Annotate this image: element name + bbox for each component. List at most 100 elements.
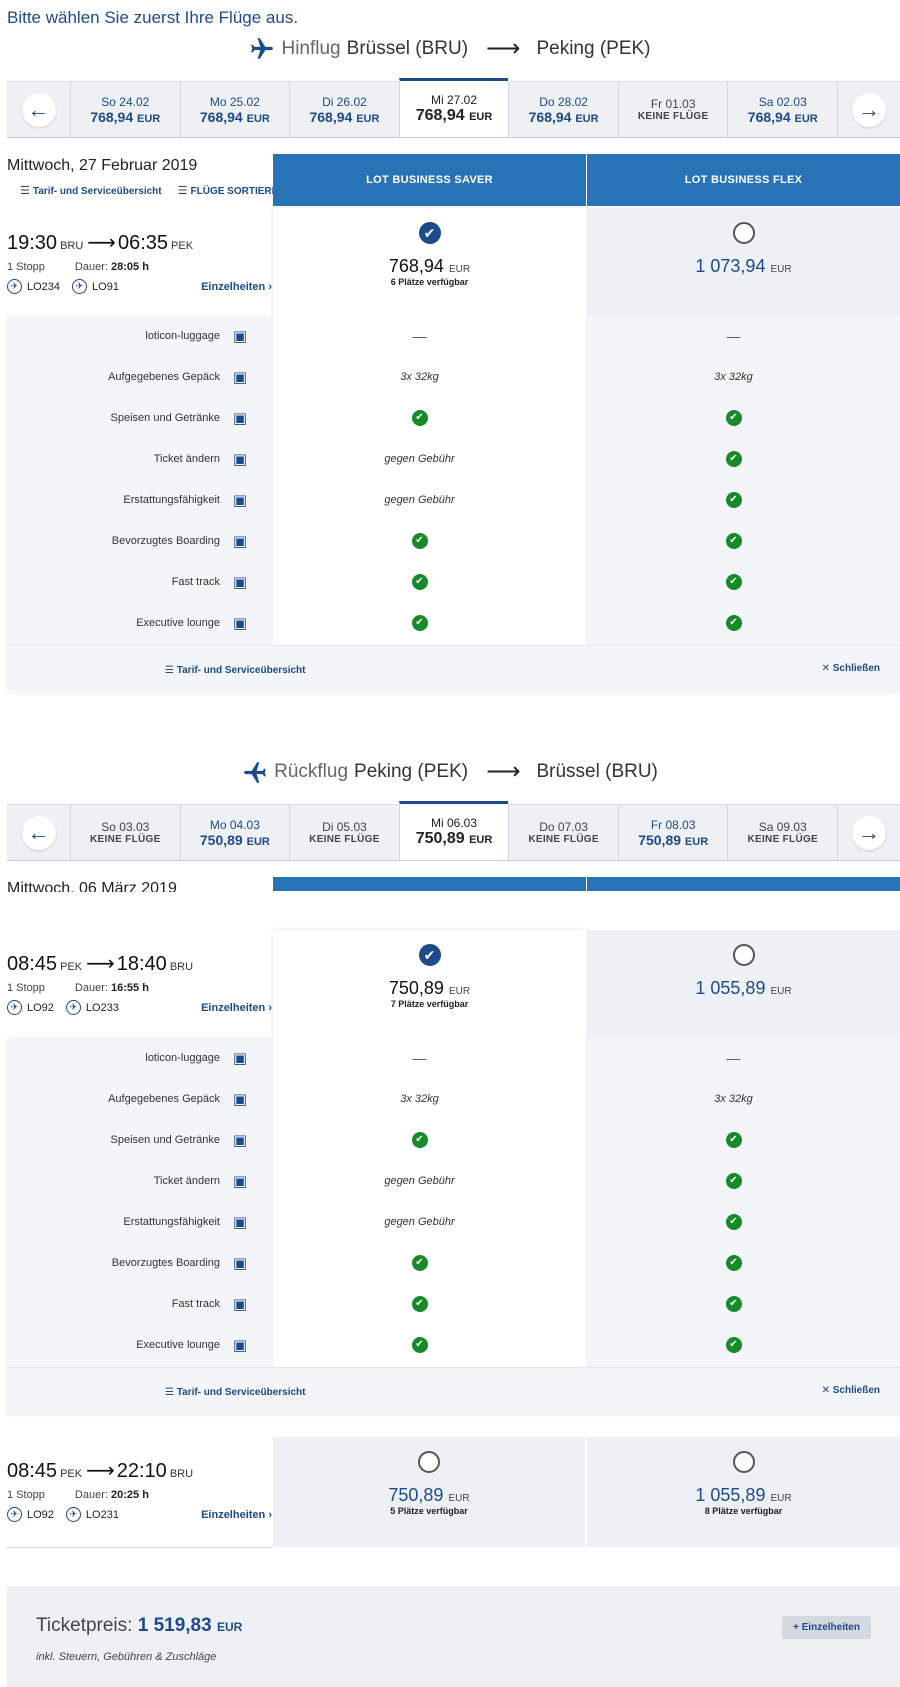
flight-legs: ✈ LO92 ✈ LO233 Einzelheiten › xyxy=(7,1000,272,1015)
close-button[interactable]: ✕ Schließen xyxy=(822,663,880,674)
flight-row[interactable]: 08:45 PEK ⟶ 22:10 BRU 1 Stopp Dauer: 20:25 h … xyxy=(7,1458,272,1522)
date-tab[interactable]: So 24.02 768,94 EUR xyxy=(70,82,180,137)
close-label: Schließen xyxy=(832,1385,880,1396)
airline-logo-icon: ✈ xyxy=(7,1000,22,1015)
service-footer: ☰ Tarif- und Serviceübersicht ✕ Schließe… xyxy=(7,645,900,693)
fare-overview-link[interactable]: ☰ Tarif- und Serviceübersicht xyxy=(165,1387,306,1398)
service-footer: ☰ Tarif- und Serviceübersicht ✕ Schließe… xyxy=(7,1367,900,1415)
calendar-change-icon: ▣ xyxy=(232,1172,248,1190)
date-tab[interactable]: Fr 01.03 KEINE FLÜGE xyxy=(617,82,728,137)
service-value-saver: ✔ xyxy=(273,1336,566,1353)
arrival-time: 18:40 xyxy=(116,953,167,975)
date-label: Di 26.02 xyxy=(322,94,367,109)
plane-icon xyxy=(244,761,266,783)
arrow-left-icon: ← xyxy=(21,815,56,850)
price-value: 1 073,94 xyxy=(695,256,766,276)
radio-icon[interactable] xyxy=(418,1451,440,1473)
service-row: Fast track ▣ ✔ ✔ xyxy=(7,561,900,602)
date-label: Mi 06.03 xyxy=(431,816,478,830)
date-tab[interactable]: Do 07.03 KEINE FLÜGE xyxy=(508,805,618,860)
route-destination: Brüssel (BRU) xyxy=(536,760,658,782)
radio-selected-icon[interactable]: ✔ xyxy=(418,944,441,966)
details-button[interactable]: + Einzelheiten xyxy=(782,1616,871,1639)
ticket-price: Ticketpreis: 1 519,83 EUR xyxy=(36,1615,242,1637)
date-label: Mi 27.02 xyxy=(431,93,478,107)
prev-dates-button[interactable]: ← xyxy=(7,82,70,137)
date-tab[interactable]: Di 26.02 768,94 EUR xyxy=(289,82,399,137)
radio-selected-icon[interactable]: ✔ xyxy=(418,222,441,244)
date-tab[interactable]: Sa 02.03 768,94 EUR xyxy=(727,82,837,137)
seats-available: 6 Plätze verfügbar xyxy=(390,277,469,287)
price-value: KEINE FLÜGE xyxy=(747,834,819,845)
service-value-saver: ✔ xyxy=(273,1254,566,1271)
date-price: KEINE FLÜGE xyxy=(90,834,161,845)
fare-overview-link[interactable]: ☰ Tarif- und Serviceübersicht xyxy=(165,665,306,676)
fare-option-saver[interactable]: ✔ 750,89 EUR 7 Plätze verfügbar xyxy=(273,930,586,1040)
fast-track-icon: ▣ xyxy=(232,573,248,591)
service-label: Speisen und Getränke xyxy=(110,1133,220,1146)
check-icon: ✔ xyxy=(725,573,742,590)
fare-option-flex[interactable]: 1 055,89 EUR xyxy=(587,930,900,1040)
radio-icon[interactable] xyxy=(732,222,755,244)
currency: EUR xyxy=(770,986,792,997)
service-value-saver: ✔ xyxy=(273,532,566,549)
fare-option-flex[interactable]: 1 073,94 EUR xyxy=(587,208,900,318)
airline-logo-icon: ✈ xyxy=(7,1507,22,1522)
price-value: 768,94 xyxy=(199,108,243,125)
fare-header-flex-clipped xyxy=(587,877,900,891)
date-tab[interactable]: So 03.03 KEINE FLÜGE xyxy=(70,805,180,860)
prev-dates-button[interactable]: ← xyxy=(7,805,70,860)
service-row: Ticket ändern ▣ gegen Gebühr ✔ xyxy=(7,1160,900,1201)
fare-option-saver[interactable]: ✔ 768,94 EUR 6 Plätze verfügbar xyxy=(273,208,586,318)
date-label: Fr 08.03 xyxy=(650,817,696,832)
service-label: Bevorzugtes Boarding xyxy=(111,534,220,547)
service-label: Bevorzugtes Boarding xyxy=(111,1256,220,1269)
fast-track-icon: ▣ xyxy=(232,1295,248,1313)
date-tab[interactable]: Di 05.03 KEINE FLÜGE xyxy=(289,805,399,860)
check-icon: ✔ xyxy=(411,1295,428,1312)
next-dates-button[interactable]: → xyxy=(837,82,900,137)
flight-row[interactable]: 19:30 BRU ⟶ 06:35 PEK 1 Stopp Dauer: 28:05 h … xyxy=(7,230,272,294)
service-label: Fast track xyxy=(171,1297,220,1310)
arrival-time: 06:35 xyxy=(117,232,169,254)
service-text: 3x 32kg xyxy=(714,1092,753,1105)
duration-value: 28:05 h xyxy=(111,261,149,273)
date-tab[interactable]: Fr 08.03 750,89 EUR xyxy=(617,805,728,860)
price-value: 768,94 xyxy=(309,108,353,125)
fare-option-saver[interactable]: 750,89 EUR 5 Plätze verfügbar xyxy=(273,1437,586,1547)
price-value: 1 055,89 xyxy=(695,978,766,998)
next-dates-button[interactable]: → xyxy=(837,805,900,860)
date-tab[interactable]: Do 28.02 768,94 EUR xyxy=(508,82,618,137)
details-link[interactable]: Einzelheiten › xyxy=(201,1001,272,1014)
service-panel: loticon-luggage ▣ — — Aufgegebenes Gepäck ▣ 3x… xyxy=(7,315,900,691)
date-tab[interactable]: Sa 09.03 KEINE FLÜGE xyxy=(727,805,837,860)
date-tab[interactable]: Mo 04.03 750,89 EUR xyxy=(179,805,290,860)
flight-times: 19:30 BRU ⟶ 06:35 PEK xyxy=(7,230,272,255)
fare-overview-link[interactable]: ☰ Tarif- und Serviceübersicht xyxy=(20,184,162,197)
details-link[interactable]: Einzelheiten › xyxy=(201,280,272,293)
stops: 1 Stopp xyxy=(7,982,45,994)
flight-row[interactable]: 08:45 PEK ⟶ 18:40 BRU 1 Stopp Dauer: 16:55 h … xyxy=(7,951,272,1015)
radio-icon[interactable] xyxy=(732,1451,755,1473)
check-icon: ✔ xyxy=(725,1172,742,1189)
return-route-heading: Rückflug Peking (PEK) ⟶ Brüssel (BRU) xyxy=(0,757,900,786)
radio-icon[interactable] xyxy=(732,944,755,966)
service-row: Executive lounge ▣ ✔ ✔ xyxy=(7,602,900,643)
fare-option-flex[interactable]: 1 055,89 EUR 8 Plätze verfügbar xyxy=(587,1437,900,1547)
check-icon: ✔ xyxy=(725,450,742,467)
date-price: KEINE FLÜGE xyxy=(309,834,380,845)
check-icon: ✔ xyxy=(411,409,428,426)
check-icon: ✔ xyxy=(411,614,428,631)
currency: EUR xyxy=(469,834,493,846)
date-tab-selected[interactable]: Mi 27.02 768,94 EUR xyxy=(398,78,509,137)
sort-flights-button[interactable]: ☰ FLÜGE SORTIEREN xyxy=(178,184,286,197)
details-link[interactable]: Einzelheiten › xyxy=(201,1508,272,1521)
service-label: Ticket ändern xyxy=(153,452,220,465)
date-tab-selected[interactable]: Mi 06.03 750,89 EUR xyxy=(398,801,509,860)
sort-label: FLÜGE SORTIEREN xyxy=(190,186,286,197)
price-value: 750,89 xyxy=(415,830,465,847)
arrival-code: PEK xyxy=(171,240,194,252)
date-tab[interactable]: Mo 25.02 768,94 EUR xyxy=(179,82,290,137)
lounge-icon: ▣ xyxy=(232,614,248,632)
close-button[interactable]: ✕ Schließen xyxy=(822,1385,880,1396)
